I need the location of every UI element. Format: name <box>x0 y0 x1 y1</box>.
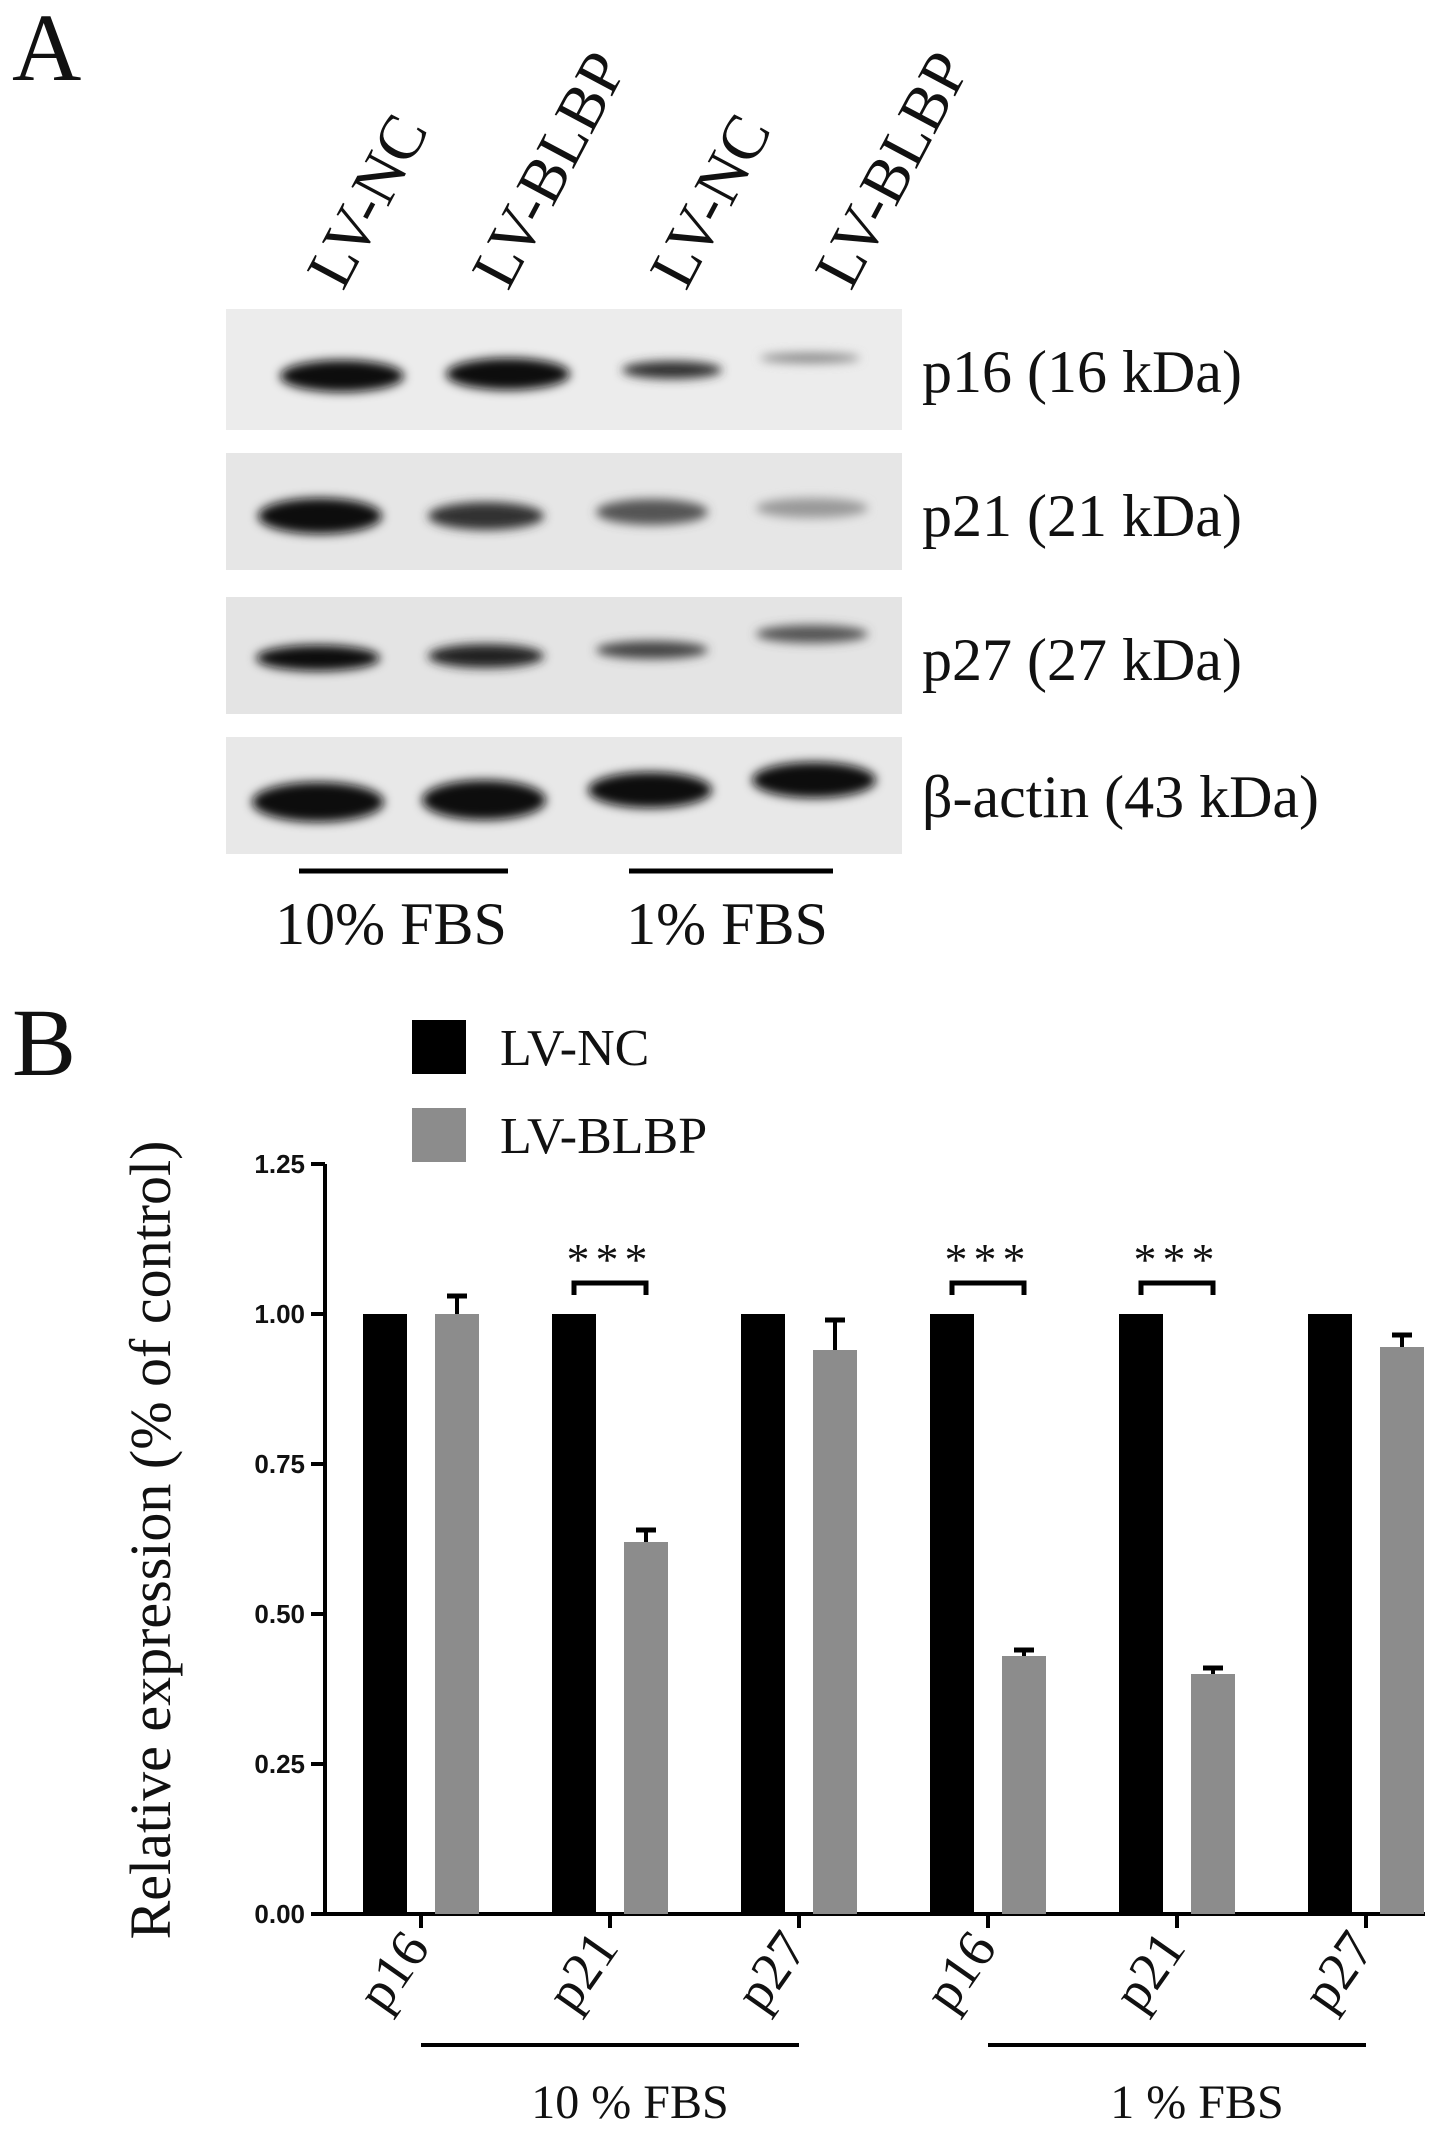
band <box>446 358 570 390</box>
band <box>760 353 860 363</box>
legend-swatch <box>412 1020 466 1074</box>
bar <box>1191 1674 1235 1914</box>
band <box>756 498 868 518</box>
y-tick-label: 0.50 <box>254 1599 305 1629</box>
bar <box>624 1542 668 1914</box>
y-tick-label: 0.00 <box>254 1899 305 1929</box>
legend-label: LV-BLBP <box>500 1108 707 1165</box>
significance-bracket <box>949 1280 1027 1295</box>
band <box>596 499 708 525</box>
bar <box>435 1314 479 1914</box>
y-axis-title: Relative expression (% of control) <box>118 1141 183 1940</box>
x-tick-label: p27 <box>1290 1920 1386 2021</box>
bar <box>1380 1347 1424 1914</box>
band <box>428 502 544 530</box>
x-tick-label: p27 <box>723 1920 819 2021</box>
lane-label: LV-BLBP <box>458 40 640 298</box>
row-label: p27 (27 kDa) <box>922 627 1242 693</box>
significance-label: *** <box>945 1234 1032 1285</box>
bar <box>813 1350 857 1914</box>
band <box>422 780 546 820</box>
x-tick-label: p21 <box>534 1920 630 2021</box>
bar <box>1308 1314 1352 1914</box>
group-label: 1% FBS <box>626 891 828 957</box>
lane-label: LV-NC <box>293 103 442 299</box>
group-label: 1 % FBS <box>1110 2076 1283 2129</box>
y-tick-label: 0.75 <box>254 1449 305 1479</box>
y-tick-label: 1.00 <box>254 1299 305 1329</box>
band <box>280 360 404 392</box>
significance-label: *** <box>567 1234 654 1285</box>
lane-label: LV-NC <box>636 103 785 299</box>
bar <box>1002 1656 1046 1914</box>
lane-label: LV-BLBP <box>801 40 983 298</box>
legend-swatch <box>412 1108 466 1162</box>
significance-bracket <box>571 1280 649 1295</box>
x-tick-label: p16 <box>345 1920 441 2021</box>
bar <box>741 1314 785 1914</box>
row-label: p21 (21 kDa) <box>922 483 1242 549</box>
row-label: β-actin (43 kDa) <box>922 764 1319 830</box>
band <box>428 644 544 668</box>
bar <box>930 1314 974 1914</box>
bar <box>363 1314 407 1914</box>
band <box>752 762 876 798</box>
y-tick-label: 0.25 <box>254 1749 305 1779</box>
group-label: 10 % FBS <box>531 2076 728 2129</box>
significance-bracket <box>1138 1280 1216 1295</box>
y-tick-label: 1.25 <box>254 1149 305 1179</box>
legend-label: LV-NC <box>500 1020 649 1077</box>
bar <box>552 1314 596 1914</box>
band <box>588 772 712 808</box>
x-tick-label: p16 <box>912 1920 1008 2021</box>
group-label: 10% FBS <box>275 891 507 957</box>
band <box>596 641 708 659</box>
band <box>258 498 382 534</box>
chart: 0.00 0.25 0.50 0.75 1.00 1.25 p16 p21 *** p27 p16 *… <box>254 1020 1425 2129</box>
x-tick-label: p21 <box>1101 1920 1197 2021</box>
panel-label: B <box>12 989 76 1096</box>
bar <box>1119 1314 1163 1914</box>
band <box>756 625 868 643</box>
row-label: p16 (16 kDa) <box>922 339 1242 405</box>
band <box>252 782 384 822</box>
band <box>256 645 380 671</box>
significance-label: *** <box>1134 1234 1221 1285</box>
panel-label: A <box>12 0 81 101</box>
band <box>622 361 722 379</box>
blot <box>226 309 902 854</box>
